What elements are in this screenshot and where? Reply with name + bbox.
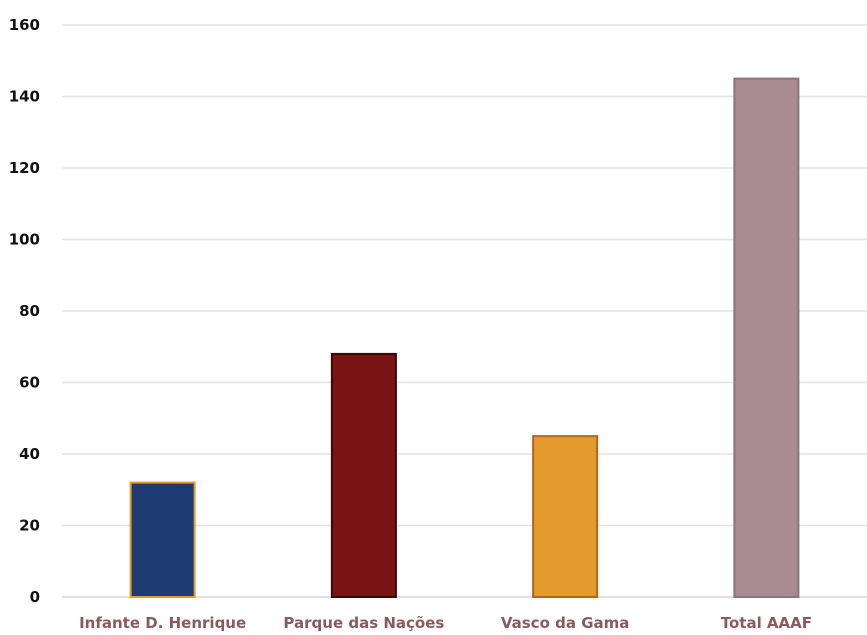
y-tick-label: 140 — [9, 88, 40, 106]
bars — [129, 77, 800, 599]
bar — [532, 435, 599, 598]
y-tick-label: 60 — [19, 374, 40, 392]
y-axis-ticks: 0 20 40 60 80 100 120 140 160 — [9, 16, 40, 606]
gridlines — [62, 24, 867, 598]
y-tick-label: 120 — [9, 159, 40, 177]
x-axis-ticks: Infante D. Henrique Parque das Nações Vasc… — [79, 614, 812, 632]
y-tick-label: 40 — [19, 445, 40, 463]
bar — [733, 77, 800, 598]
y-tick-label: 100 — [9, 231, 40, 249]
y-tick-label: 160 — [9, 16, 40, 34]
y-tick-label: 0 — [30, 588, 40, 606]
x-tick-label: Vasco da Gama — [501, 614, 630, 632]
y-tick-label: 20 — [19, 517, 40, 535]
bar — [330, 352, 397, 598]
x-tick-label: Total AAAF — [721, 614, 812, 632]
bar — [129, 481, 196, 599]
x-tick-label: Parque das Nações — [283, 614, 444, 632]
x-tick-label: Infante D. Henrique — [79, 614, 246, 632]
y-tick-label: 80 — [19, 302, 40, 320]
